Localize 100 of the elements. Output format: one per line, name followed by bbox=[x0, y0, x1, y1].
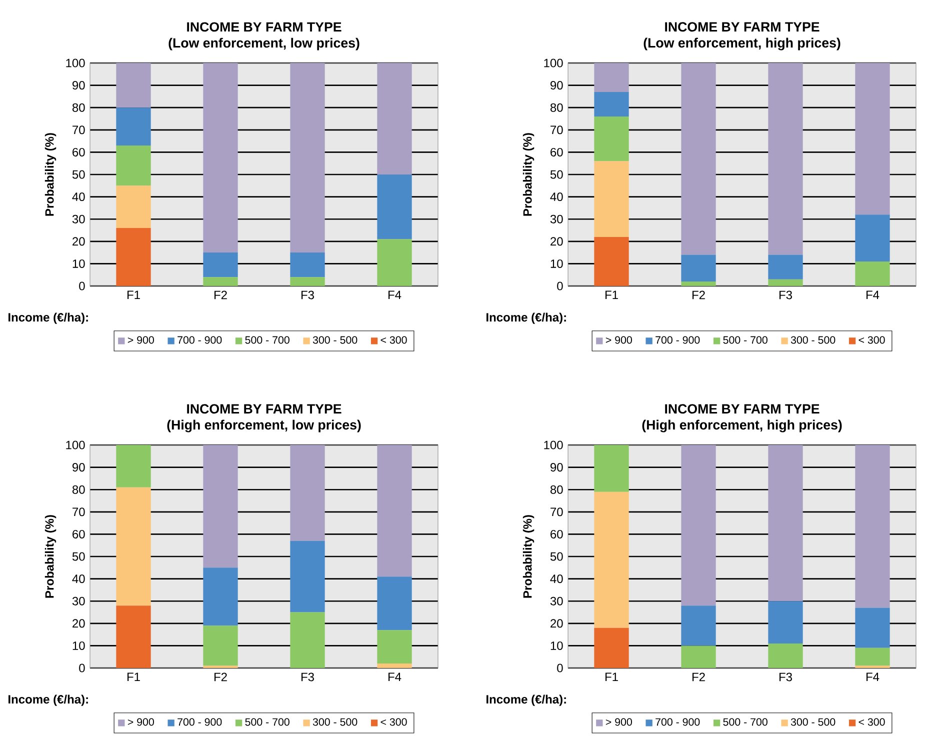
y-axis-title: Probability (%) bbox=[44, 515, 56, 598]
x-tick-label: F1 bbox=[127, 672, 140, 681]
bar bbox=[290, 540, 325, 612]
bar bbox=[116, 487, 151, 606]
legend-label: 700 - 900 bbox=[656, 718, 700, 726]
x-tick-label: F4 bbox=[388, 672, 402, 681]
bar bbox=[203, 626, 238, 666]
x-tick-label: F4 bbox=[388, 290, 402, 299]
bar bbox=[290, 63, 325, 253]
bar bbox=[377, 664, 412, 668]
bar bbox=[203, 252, 238, 278]
bar bbox=[681, 254, 716, 282]
y-tick-label: 80 bbox=[72, 103, 85, 112]
bar bbox=[377, 63, 412, 174]
y-tick-label: 100 bbox=[544, 440, 563, 450]
y-tick-label: 60 bbox=[72, 530, 85, 538]
y-tick-label: 40 bbox=[72, 192, 85, 202]
bar bbox=[290, 612, 325, 668]
y-tick-label: 20 bbox=[72, 237, 85, 246]
bar bbox=[203, 445, 238, 568]
y-tick-label: 40 bbox=[550, 192, 563, 202]
legend-label: 700 - 900 bbox=[178, 718, 222, 726]
legend-label: > 900 bbox=[606, 336, 632, 344]
y-tick-label: 100 bbox=[66, 440, 85, 450]
bar bbox=[116, 146, 151, 186]
y-tick-label: 60 bbox=[550, 530, 563, 538]
y-tick-label: 10 bbox=[550, 259, 563, 268]
y-axis-title: Probability (%) bbox=[44, 133, 56, 216]
bar bbox=[377, 630, 412, 664]
y-tick-label: 70 bbox=[72, 508, 85, 516]
chart-title: INCOME BY FARM TYPE bbox=[187, 404, 342, 414]
x-tick-label: F2 bbox=[692, 672, 705, 682]
y-tick-label: 20 bbox=[550, 237, 563, 246]
y-tick-label: 40 bbox=[550, 574, 563, 584]
y-tick-label: 70 bbox=[72, 126, 85, 134]
x-tick-label: F1 bbox=[605, 290, 618, 299]
legend-label: 300 - 500 bbox=[790, 336, 836, 344]
x-tick-label: F2 bbox=[214, 672, 227, 682]
x-tick-label: F1 bbox=[605, 672, 618, 681]
bar bbox=[377, 445, 412, 577]
bar bbox=[768, 445, 803, 602]
y-tick-label: 60 bbox=[72, 148, 85, 156]
bar bbox=[116, 228, 151, 286]
y-tick-label: 50 bbox=[72, 552, 85, 561]
legend-label: > 900 bbox=[606, 718, 632, 726]
bar bbox=[855, 666, 890, 668]
bar bbox=[116, 186, 151, 228]
bar bbox=[594, 445, 629, 492]
x-tick-label: F2 bbox=[692, 290, 705, 300]
y-tick-label: 50 bbox=[72, 170, 85, 179]
chart-subtitle: (High enforcement, high prices) bbox=[642, 420, 842, 432]
chart-title: INCOME BY FARM TYPE bbox=[665, 22, 820, 32]
legend-label: 700 - 900 bbox=[178, 336, 222, 344]
bar bbox=[768, 279, 803, 286]
legend-title: Income (€/ha): bbox=[8, 312, 88, 324]
bar bbox=[290, 277, 325, 286]
legend-label: 500 - 700 bbox=[245, 336, 290, 344]
y-tick-label: 90 bbox=[72, 463, 85, 472]
bar bbox=[594, 492, 629, 628]
bar bbox=[203, 63, 238, 253]
x-tick-label: F4 bbox=[866, 290, 880, 299]
bar bbox=[855, 648, 890, 666]
bar bbox=[681, 63, 716, 255]
y-axis-title: Probability (%) bbox=[522, 133, 534, 216]
y-tick-label: 90 bbox=[550, 463, 563, 472]
y-axis-title: Probability (%) bbox=[522, 515, 534, 598]
bar bbox=[377, 576, 412, 630]
bar bbox=[768, 254, 803, 280]
legend-label: < 300 bbox=[858, 336, 885, 344]
legend-label: 500 - 700 bbox=[723, 336, 768, 344]
bar bbox=[681, 646, 716, 668]
bar bbox=[594, 628, 629, 668]
x-tick-label: F3 bbox=[301, 672, 314, 682]
chart-subtitle: (Low enforcement, high prices) bbox=[644, 38, 840, 50]
bar bbox=[290, 445, 325, 541]
legend-title: Income (€/ha): bbox=[486, 694, 566, 706]
y-tick-label: 50 bbox=[550, 170, 563, 179]
chart-subtitle: (High enforcement, low prices) bbox=[167, 420, 361, 432]
y-tick-label: 10 bbox=[550, 641, 563, 650]
legend-label: < 300 bbox=[858, 718, 885, 726]
bar bbox=[203, 568, 238, 626]
legend-title: Income (€/ha): bbox=[486, 312, 566, 324]
legend-label: 300 - 500 bbox=[312, 336, 358, 344]
bar bbox=[681, 282, 716, 286]
legend-title: Income (€/ha): bbox=[8, 694, 88, 706]
y-tick-label: 10 bbox=[72, 259, 85, 268]
y-tick-label: 90 bbox=[550, 81, 563, 90]
chart-title: INCOME BY FARM TYPE bbox=[665, 404, 820, 414]
bar bbox=[594, 92, 629, 117]
chart-title: INCOME BY FARM TYPE bbox=[187, 22, 342, 32]
bar bbox=[377, 239, 412, 286]
legend-label: < 300 bbox=[380, 718, 407, 726]
bar bbox=[855, 214, 890, 262]
bar bbox=[681, 606, 716, 646]
bar bbox=[594, 161, 629, 237]
bar bbox=[116, 63, 151, 108]
y-tick-label: 100 bbox=[66, 58, 85, 68]
legend-label: > 900 bbox=[128, 336, 154, 344]
y-tick-label: 70 bbox=[550, 508, 563, 516]
x-tick-label: F3 bbox=[301, 290, 314, 300]
